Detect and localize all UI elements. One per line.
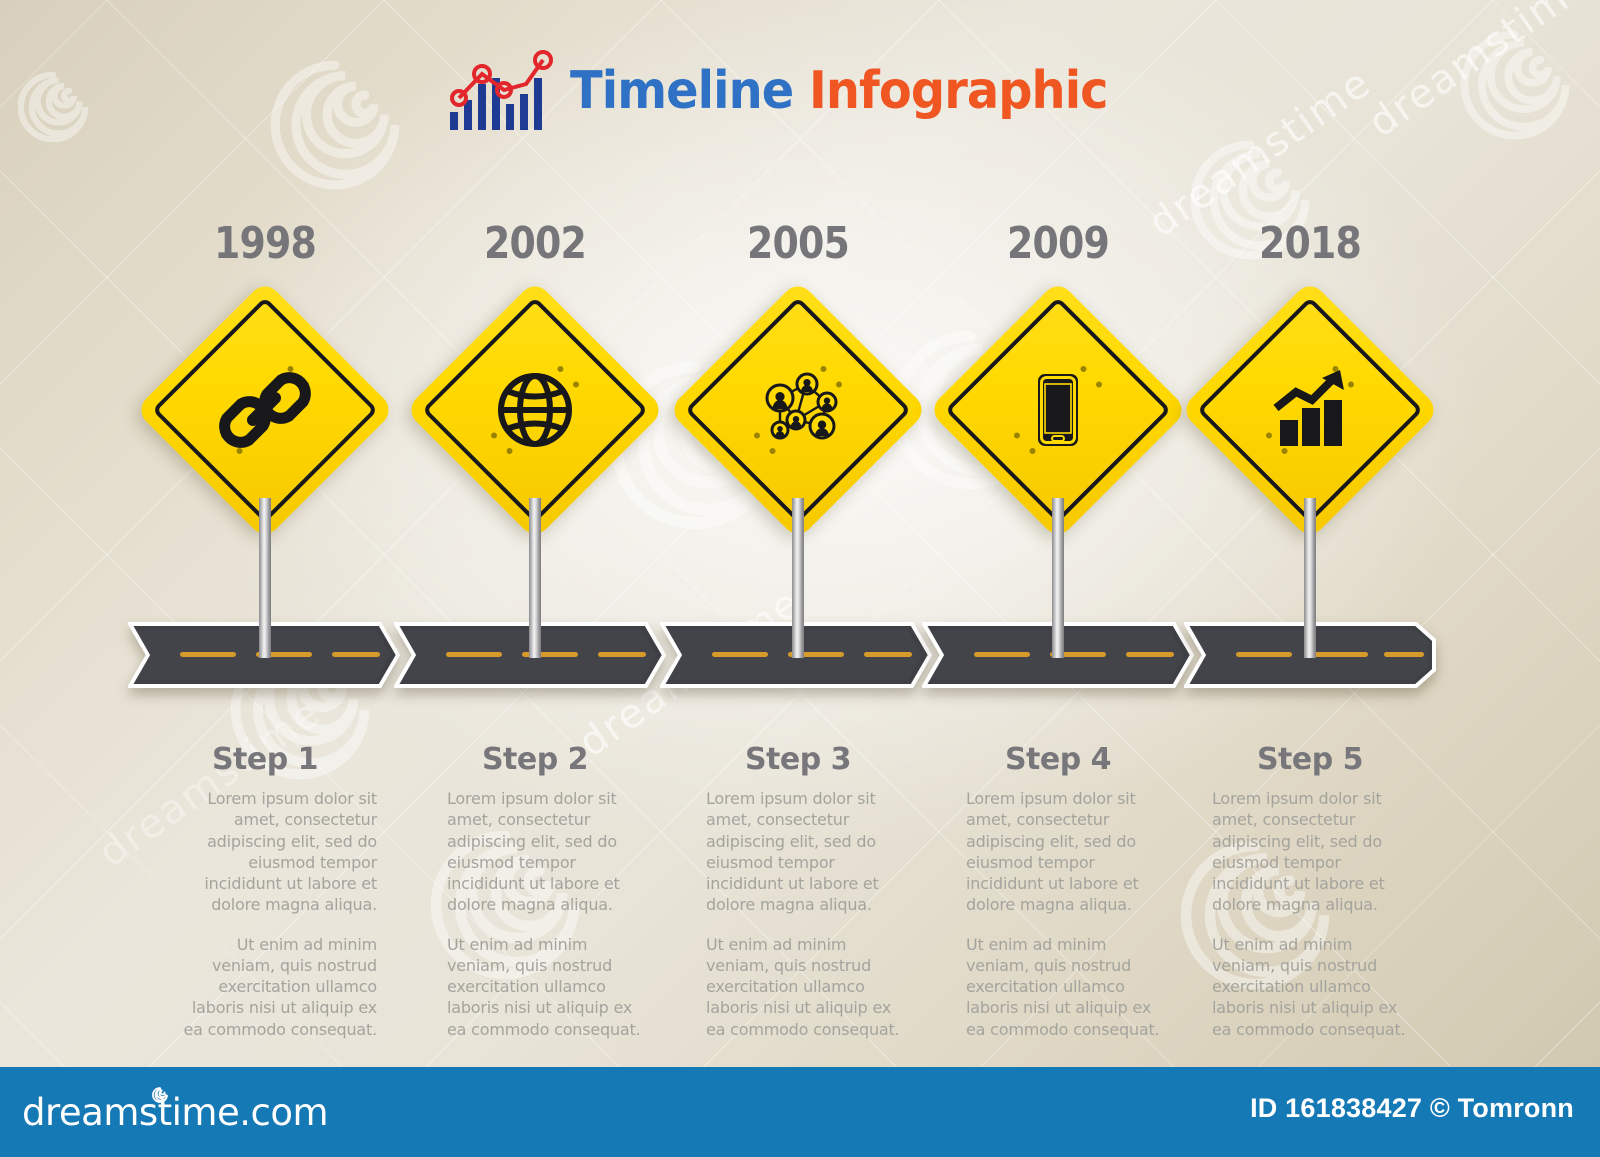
step-title: Step 3 — [744, 742, 852, 777]
registered-spiral-icon — [152, 1087, 168, 1103]
page-title: Timeline Infographic — [570, 65, 1109, 117]
step-year: 2002 — [484, 218, 587, 269]
road-sign-3[interactable] — [667, 279, 929, 541]
step-body: Lorem ipsum dolor sit amet, consectetur … — [447, 788, 647, 1058]
step-paragraph: Lorem ipsum dolor sit amet, consectetur … — [706, 789, 879, 915]
step-paragraph: Ut enim ad minim veniam, quis nostrud ex… — [706, 934, 900, 1039]
road-sign-5[interactable] — [1179, 279, 1441, 541]
globe-icon — [498, 373, 572, 447]
step-paragraph: Ut enim ad minim veniam, quis nostrud ex… — [183, 934, 378, 1039]
title-primary: Timeline — [569, 61, 794, 121]
social-network-icon — [765, 372, 838, 440]
step-title: Step 4 — [1004, 742, 1112, 777]
step-body: Lorem ipsum dolor sit amet, consectetur … — [706, 788, 906, 1058]
step-year: 2009 — [1007, 218, 1110, 269]
step-body: Lorem ipsum dolor sit amet, consectetur … — [177, 788, 378, 1058]
sign-pole — [1304, 498, 1316, 658]
sign-pole — [259, 498, 271, 658]
step-paragraph: Lorem ipsum dolor sit amet, consectetur … — [966, 789, 1139, 915]
road-sign-2[interactable] — [404, 279, 666, 541]
step-paragraph: Ut enim ad minim veniam, quis nostrud ex… — [447, 934, 641, 1039]
road-sign-4[interactable] — [927, 279, 1189, 541]
step-year: 2005 — [747, 218, 850, 269]
step-year: 1998 — [214, 218, 317, 269]
sign-pole — [792, 498, 804, 658]
road-sign-1[interactable] — [134, 279, 396, 541]
image-credit: ID 161838427 © Tomronn — [1250, 1093, 1574, 1123]
title-secondary: Infographic — [808, 61, 1109, 121]
footer-bar: dreamstime.com ID 161838427 © Tomronn — [0, 1067, 1600, 1157]
sign-pole — [529, 498, 541, 658]
step-year: 2018 — [1259, 218, 1362, 269]
step-paragraph: Lorem ipsum dolor sit amet, consectetur … — [1212, 789, 1385, 915]
growth-bar-chart-icon — [1273, 370, 1344, 446]
header: Timeline Infographic — [0, 48, 1600, 134]
step-title: Step 5 — [1256, 742, 1364, 777]
step-body: Lorem ipsum dolor sit amet, consectetur … — [966, 788, 1166, 1058]
step-title: Step 2 — [481, 742, 589, 777]
smartphone-icon — [1038, 374, 1078, 446]
sign-pole — [1052, 498, 1064, 658]
link-chain-icon — [219, 372, 311, 448]
step-title: Step 1 — [211, 742, 319, 777]
step-paragraph: Ut enim ad minim veniam, quis nostrud ex… — [966, 934, 1160, 1039]
step-paragraph: Lorem ipsum dolor sit amet, consectetur … — [447, 789, 620, 915]
step-paragraph: Lorem ipsum dolor sit amet, consectetur … — [204, 789, 377, 915]
bar-line-chart-icon — [449, 50, 553, 130]
step-paragraph: Ut enim ad minim veniam, quis nostrud ex… — [1212, 934, 1406, 1039]
dreamstime-logo[interactable]: dreamstime.com — [22, 1091, 329, 1134]
step-body: Lorem ipsum dolor sit amet, consectetur … — [1212, 788, 1412, 1058]
